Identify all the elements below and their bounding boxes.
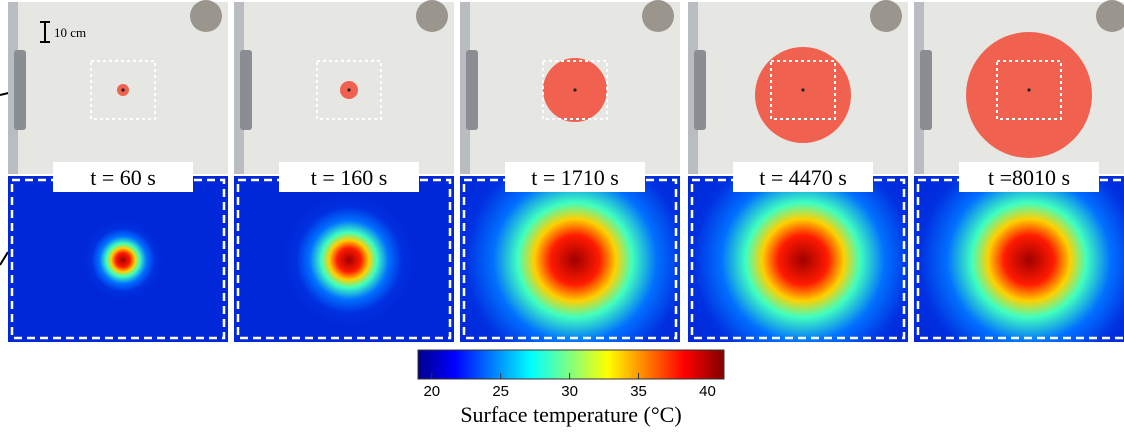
roi-box bbox=[770, 60, 836, 120]
tick-label: 25 bbox=[492, 383, 509, 400]
scale-bar: 10 cm bbox=[40, 21, 86, 43]
time-label-box bbox=[279, 162, 419, 192]
tick-label: 40 bbox=[699, 383, 716, 400]
scale-label: 10 cm bbox=[54, 25, 86, 40]
clamp bbox=[240, 50, 252, 130]
roi-box bbox=[90, 60, 156, 120]
colorbar-ticks: 20 25 30 35 40 bbox=[423, 373, 716, 400]
thermal-image bbox=[8, 176, 228, 342]
roi-box bbox=[542, 60, 608, 120]
tick-label: 20 bbox=[423, 383, 440, 400]
time-label: t = 160 s bbox=[311, 165, 388, 190]
time-label: t = 60 s bbox=[90, 165, 156, 190]
colorbar bbox=[417, 349, 725, 380]
thermal-image bbox=[234, 176, 454, 342]
clamp bbox=[694, 50, 706, 130]
clamp bbox=[14, 50, 26, 130]
photo-edge bbox=[688, 2, 698, 174]
roi-box bbox=[316, 60, 382, 120]
roi-box bbox=[996, 60, 1062, 120]
drain bbox=[190, 0, 222, 32]
photo-edge bbox=[914, 2, 924, 174]
drain bbox=[1096, 0, 1124, 32]
thermal-image bbox=[688, 176, 908, 342]
source-point bbox=[121, 88, 125, 92]
pointer-line bbox=[0, 251, 9, 266]
drain bbox=[870, 0, 902, 32]
puddle bbox=[755, 47, 851, 143]
source-point bbox=[801, 88, 805, 92]
colorbar-label: Surface temperature (°C) bbox=[460, 402, 681, 427]
tick-label: 30 bbox=[561, 383, 578, 400]
thermal-image bbox=[460, 176, 680, 342]
drain bbox=[416, 0, 448, 32]
photo-edge bbox=[234, 2, 244, 174]
puddle bbox=[966, 32, 1092, 158]
clamp bbox=[920, 50, 932, 130]
source-point bbox=[1027, 88, 1031, 92]
source-point bbox=[347, 88, 351, 92]
time-label: t =8010 s bbox=[988, 165, 1070, 190]
drain bbox=[642, 0, 674, 32]
photo-edge bbox=[460, 2, 470, 174]
clamp bbox=[466, 50, 478, 130]
panels: t = 60 s t = 160 s t = 1710 s t = 4470 s t =… bbox=[8, 0, 1124, 342]
time-label-box bbox=[505, 162, 645, 192]
time-label-box bbox=[733, 162, 873, 192]
time-label: t = 4470 s bbox=[759, 165, 847, 190]
time-label-box bbox=[959, 162, 1099, 192]
thermal-image bbox=[914, 176, 1124, 342]
source-point bbox=[573, 88, 577, 92]
time-label-box bbox=[53, 162, 193, 192]
photo-edge bbox=[8, 2, 18, 174]
time-label: t = 1710 s bbox=[531, 165, 619, 190]
tick-label: 35 bbox=[630, 383, 647, 400]
